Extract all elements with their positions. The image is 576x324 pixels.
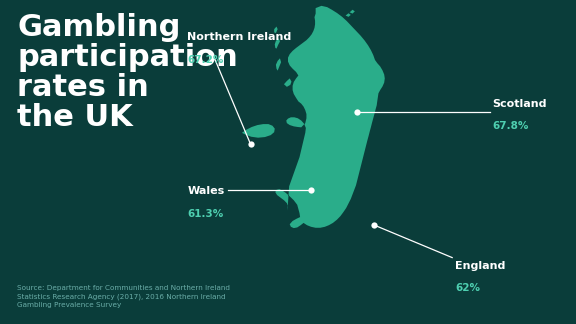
Text: Scotland: Scotland bbox=[492, 98, 547, 109]
Text: Wales: Wales bbox=[187, 186, 225, 196]
Polygon shape bbox=[242, 124, 275, 138]
Polygon shape bbox=[284, 78, 291, 87]
Polygon shape bbox=[276, 58, 281, 71]
Text: Northern Ireland: Northern Ireland bbox=[187, 32, 291, 42]
Polygon shape bbox=[275, 6, 385, 228]
Text: 67.8%: 67.8% bbox=[492, 121, 529, 131]
Polygon shape bbox=[275, 38, 280, 49]
Text: 61.3%: 61.3% bbox=[187, 209, 223, 219]
Text: Gambling
participation
rates in
the UK: Gambling participation rates in the UK bbox=[17, 13, 238, 133]
Text: Source: Department for Communities and Northern Ireland
Statistics Research Agen: Source: Department for Communities and N… bbox=[17, 285, 230, 308]
Polygon shape bbox=[350, 10, 355, 14]
Text: 67.2%: 67.2% bbox=[187, 55, 223, 65]
Polygon shape bbox=[346, 13, 351, 17]
Polygon shape bbox=[274, 27, 278, 33]
Text: England: England bbox=[455, 260, 505, 271]
Text: 62%: 62% bbox=[455, 283, 480, 293]
